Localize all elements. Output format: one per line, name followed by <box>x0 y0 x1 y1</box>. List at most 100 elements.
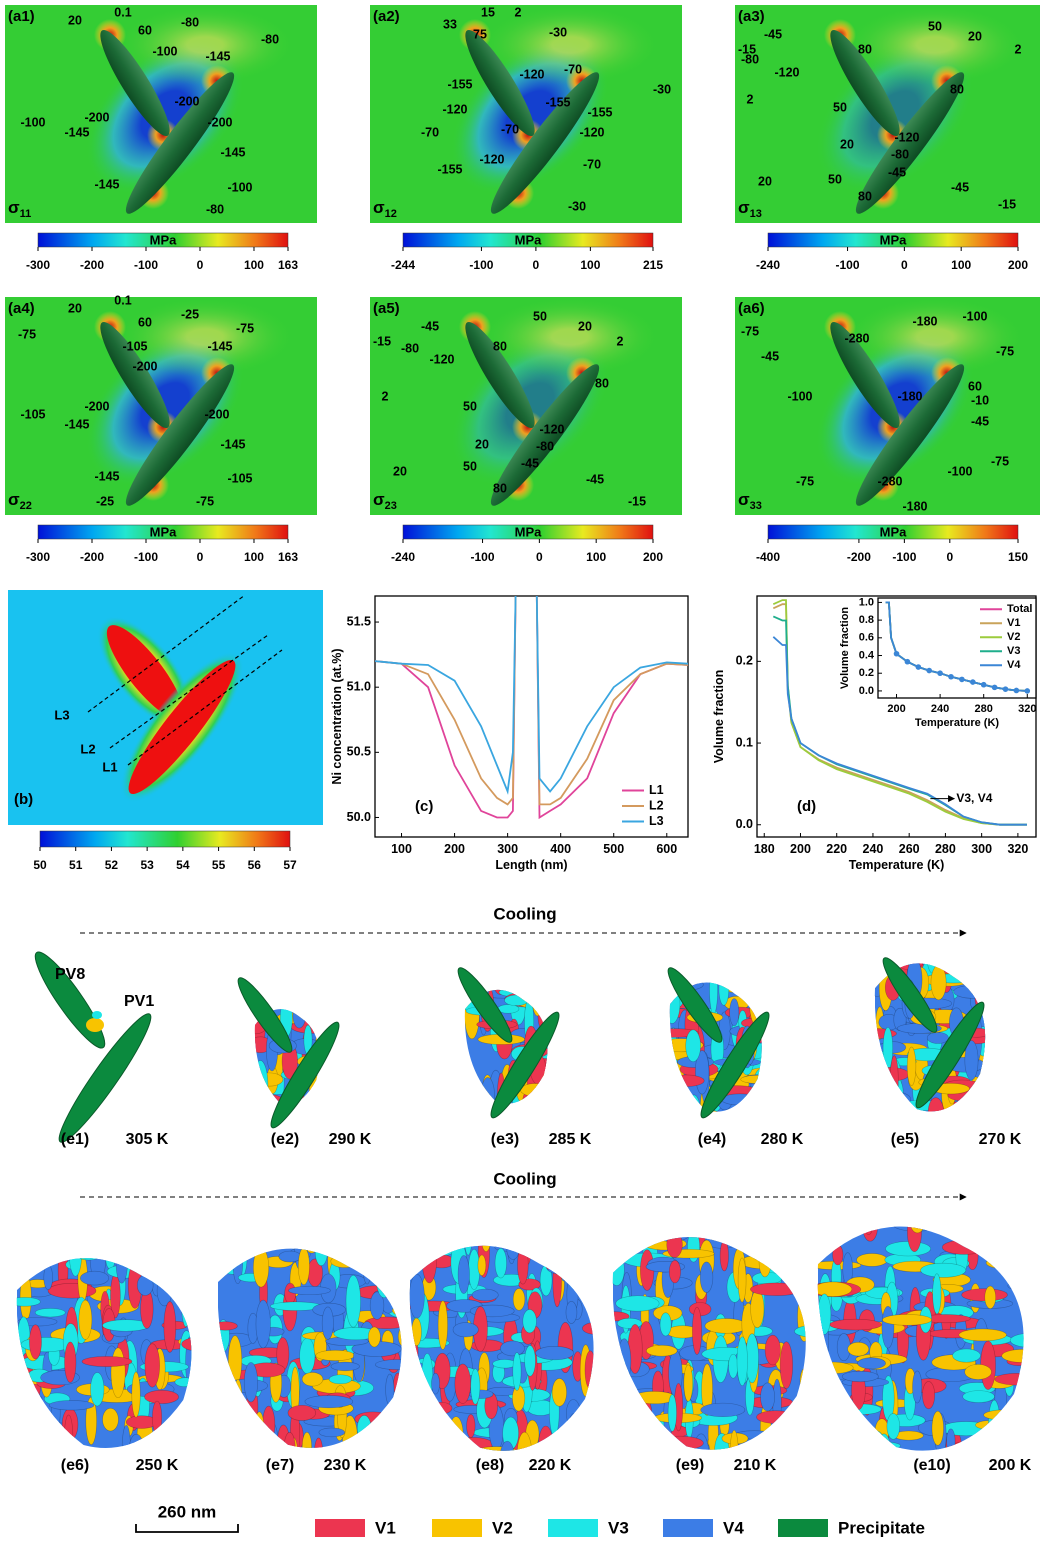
variant-plate <box>755 1076 762 1112</box>
variant-plate <box>599 1436 609 1484</box>
variant-plate <box>397 1223 427 1238</box>
precipitate <box>882 957 938 1033</box>
x-tick-label: 280 <box>975 703 993 715</box>
variant-plate <box>330 1361 360 1372</box>
variant-plate <box>796 1245 806 1257</box>
variant-plate <box>86 1018 104 1032</box>
variant-plate <box>80 1270 110 1286</box>
profile-label: L2 <box>80 741 95 756</box>
x-axis-label: Length (nm) <box>495 858 567 872</box>
variant-plate <box>375 1359 402 1370</box>
variant-plate <box>559 1245 568 1282</box>
variant-plate <box>750 1289 765 1329</box>
stress-map: 20 0.1 60 -25 -75 -105 -200 -145 -75 -200 -145 -105… <box>5 293 317 564</box>
x-tick-label: 320 <box>1018 703 1036 715</box>
contour-label: 20 <box>840 137 854 151</box>
contour-label: 2 <box>747 92 754 106</box>
variant-plate <box>369 1291 385 1320</box>
variant-plate <box>1001 1348 1024 1363</box>
variant-plate <box>110 1347 126 1399</box>
legend-swatch <box>778 1519 828 1537</box>
contour-label: -200 <box>84 399 109 413</box>
variant-plate <box>874 963 884 982</box>
snapshot-temperature: 230 K <box>324 1457 367 1474</box>
contour-label: 20 <box>758 174 772 188</box>
stress-warm <box>480 297 660 377</box>
variant-plate <box>874 1418 890 1445</box>
snapshot-temperature: 270 K <box>979 1131 1022 1148</box>
x-tick-label: 100 <box>391 842 412 856</box>
contour-label: -155 <box>447 77 472 91</box>
contour-label: 80 <box>595 376 609 390</box>
contour-label: -120 <box>442 102 467 116</box>
component-symbol: σ <box>373 490 385 509</box>
variant-plate <box>848 1428 883 1443</box>
legend-swatch <box>315 1519 365 1537</box>
y-axis-label: Ni concentration (at.%) <box>330 648 344 784</box>
colorbar-unit: MPa <box>880 524 908 539</box>
variant-plate <box>437 1300 448 1350</box>
variant-plate <box>845 1226 857 1240</box>
variant-plate <box>750 1282 803 1296</box>
snapshot-temperature: 220 K <box>529 1457 572 1474</box>
contour-label: -280 <box>877 474 902 488</box>
component-label: σ23 <box>373 490 397 511</box>
variant-plate <box>988 1399 1001 1451</box>
variant-plate <box>912 1370 923 1404</box>
variant-plate <box>78 1299 93 1340</box>
colorbar-tick-label: 163 <box>278 258 298 272</box>
variant-plate <box>960 1094 986 1107</box>
variant-plate <box>731 982 742 992</box>
variant-plate <box>576 1245 594 1258</box>
variant-plate <box>983 1409 1024 1421</box>
variant-plate <box>448 1416 464 1451</box>
variant-plate <box>397 1325 402 1348</box>
variant-plate <box>248 1414 259 1448</box>
variant-plate <box>667 1394 677 1432</box>
colorbar-tick-label: -300 <box>26 258 50 272</box>
variant-plate <box>144 1390 179 1404</box>
variant-plate <box>262 1405 276 1444</box>
variant-plate <box>669 1028 700 1038</box>
snapshot-label: (e4) <box>698 1131 726 1148</box>
variant-plate <box>854 1428 868 1451</box>
variant-plate <box>129 1258 140 1266</box>
variant-plate <box>994 1372 1024 1386</box>
variant-plate <box>397 1251 402 1285</box>
colorbar-tick-label: 0 <box>197 258 204 272</box>
variant-plate <box>152 1400 163 1435</box>
variant-plate <box>19 1414 33 1448</box>
variant-plate <box>668 1260 681 1284</box>
variant-plate <box>217 1426 228 1448</box>
contour-label: -100 <box>947 464 972 478</box>
variant-plate <box>987 1226 997 1266</box>
component-index: 11 <box>20 208 32 220</box>
contour-label: -45 <box>764 27 782 41</box>
component-index: 23 <box>385 500 397 512</box>
variant-plate <box>874 1067 910 1082</box>
variant-plate <box>287 1227 328 1241</box>
legend-label: V2 <box>1007 631 1020 643</box>
panel-label: (a5) <box>373 300 400 317</box>
variant-plate <box>817 1380 827 1416</box>
variant-plate <box>556 1426 581 1436</box>
variant-plate <box>391 1302 402 1319</box>
variant-plate <box>174 1377 192 1387</box>
contour-label: -120 <box>519 67 544 81</box>
precipitate <box>830 29 900 137</box>
variant-plate <box>539 1264 553 1297</box>
variant-plate <box>427 1454 466 1468</box>
variant-plate <box>685 1029 701 1063</box>
variant-plate <box>318 1427 346 1438</box>
variant-plate <box>756 1410 796 1424</box>
variant-plate <box>882 1205 896 1226</box>
legend-label: Total <box>1007 603 1032 615</box>
variant-plate <box>699 1261 714 1293</box>
snapshot-temperature: 280 K <box>761 1131 804 1148</box>
variant-plate <box>432 1456 473 1469</box>
variant-plate <box>968 977 986 991</box>
contour-label: 2 <box>515 5 522 19</box>
contour-label: -30 <box>568 199 586 213</box>
contour-label: -15 <box>628 494 646 508</box>
x-tick-label: 180 <box>754 842 775 856</box>
